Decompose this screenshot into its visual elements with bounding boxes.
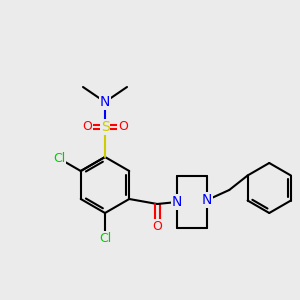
Text: N: N [202, 193, 212, 207]
Text: S: S [100, 120, 109, 134]
Text: N: N [172, 195, 182, 209]
Text: O: O [152, 220, 162, 232]
Text: Cl: Cl [53, 152, 65, 165]
Text: N: N [100, 95, 110, 109]
Text: Cl: Cl [99, 232, 111, 244]
Text: O: O [118, 121, 128, 134]
Text: O: O [82, 121, 92, 134]
